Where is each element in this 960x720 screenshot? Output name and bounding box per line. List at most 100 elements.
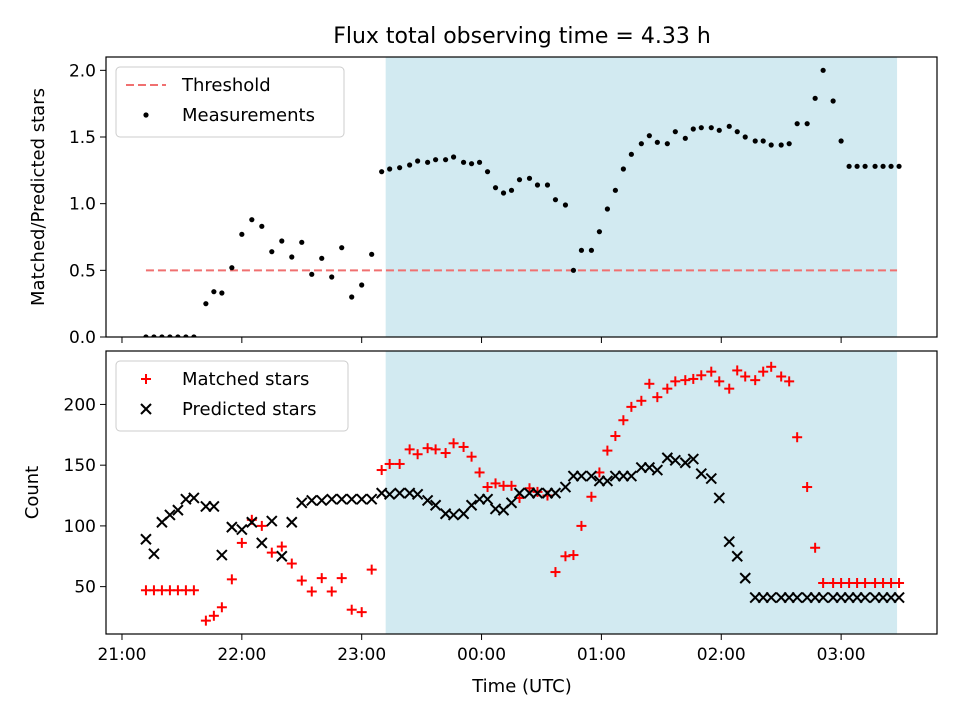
data-point: [430, 444, 441, 455]
data-point: [734, 129, 740, 135]
legend-label: Predicted stars: [182, 399, 316, 420]
data-point: [872, 163, 878, 169]
data-point: [269, 249, 275, 255]
data-point: [732, 365, 743, 376]
data-point: [516, 177, 523, 183]
data-point: [534, 182, 541, 188]
data-point: [296, 575, 307, 586]
data-point: [465, 499, 478, 511]
data-point: [838, 138, 844, 144]
data-point: [549, 487, 562, 499]
shaded-region: [385, 351, 898, 634]
data-point: [575, 470, 588, 482]
data-point: [705, 472, 717, 485]
data-point: [588, 247, 595, 253]
legend: Matched stars Predicted stars: [115, 360, 349, 432]
data-point: [383, 488, 396, 501]
lower-panel: 50 100 150 200 21:00 22:00 23:00 00:00 01:00 02:0…: [22, 350, 938, 665]
data-point: [818, 577, 829, 588]
data-point: [425, 159, 431, 165]
data-point: [760, 138, 766, 144]
data-point: [625, 470, 638, 482]
data-point: [474, 467, 485, 478]
legend-label: Matched stars: [182, 369, 309, 390]
data-point: [636, 395, 647, 406]
data-point: [880, 163, 886, 169]
y-tick-label: 1.0: [69, 195, 96, 215]
data-point: [345, 493, 358, 505]
data-point: [596, 229, 603, 235]
data-point: [208, 500, 220, 513]
data-point: [306, 494, 318, 507]
data-point: [626, 401, 637, 412]
data-point: [415, 158, 421, 164]
data-point: [236, 537, 247, 548]
data-point: [726, 123, 732, 129]
data-point: [422, 443, 433, 454]
data-point: [672, 129, 678, 135]
data-point: [651, 464, 664, 476]
y-tick-label: 100: [64, 517, 96, 537]
data-point: [768, 142, 774, 148]
data-point: [654, 139, 660, 145]
data-point: [384, 458, 395, 469]
data-point: [644, 378, 655, 389]
data-point: [369, 251, 375, 257]
data-point: [450, 154, 457, 160]
data-point: [638, 141, 644, 147]
x-tick-label: 02:00: [697, 645, 746, 665]
data-point: [211, 289, 217, 295]
legend-box: [115, 360, 349, 432]
data-point: [256, 537, 268, 549]
data-point: [706, 366, 717, 377]
data-point: [662, 383, 673, 394]
x-tick-label: 21:00: [97, 645, 146, 665]
data-point: [552, 197, 559, 203]
data-point: [326, 586, 337, 597]
data-point: [246, 516, 258, 528]
data-point: [448, 438, 459, 449]
data-point: [812, 95, 818, 101]
data-point: [896, 163, 902, 169]
data-point: [740, 371, 751, 382]
data-point: [393, 487, 406, 499]
data-point: [862, 163, 868, 169]
data-point: [289, 254, 295, 260]
data-point: [172, 504, 184, 516]
data-point: [750, 375, 761, 386]
data-point: [433, 157, 439, 163]
data-point: [188, 492, 200, 504]
data-point: [739, 572, 751, 584]
data-point: [365, 493, 378, 505]
data-point: [601, 475, 614, 487]
data-point: [893, 591, 905, 604]
data-point: [429, 499, 442, 511]
data-point: [249, 217, 255, 223]
data-point: [612, 187, 618, 193]
legend-label: Measurements: [182, 105, 315, 126]
x-tick-label: 22:00: [217, 645, 266, 665]
data-point: [568, 550, 579, 561]
data-point: [490, 478, 501, 489]
data-point: [482, 482, 493, 493]
data-point: [752, 138, 758, 144]
data-point: [578, 247, 585, 253]
y-axis-label: Count: [22, 466, 43, 519]
legend: Threshold Measurements: [115, 66, 345, 138]
data-point: [148, 548, 160, 560]
data-point: [742, 134, 748, 140]
data-point: [468, 161, 475, 167]
data-point: [159, 334, 165, 337]
data-point: [687, 453, 700, 465]
data-point: [296, 497, 308, 509]
data-point: [716, 127, 722, 133]
data-point: [376, 465, 387, 476]
data-point: [714, 376, 725, 387]
data-point: [167, 334, 173, 337]
data-point: [458, 441, 469, 452]
data-point: [670, 376, 681, 387]
data-point: [316, 573, 327, 584]
y-tick-label: 2.0: [69, 61, 96, 81]
data-point: [299, 239, 305, 245]
